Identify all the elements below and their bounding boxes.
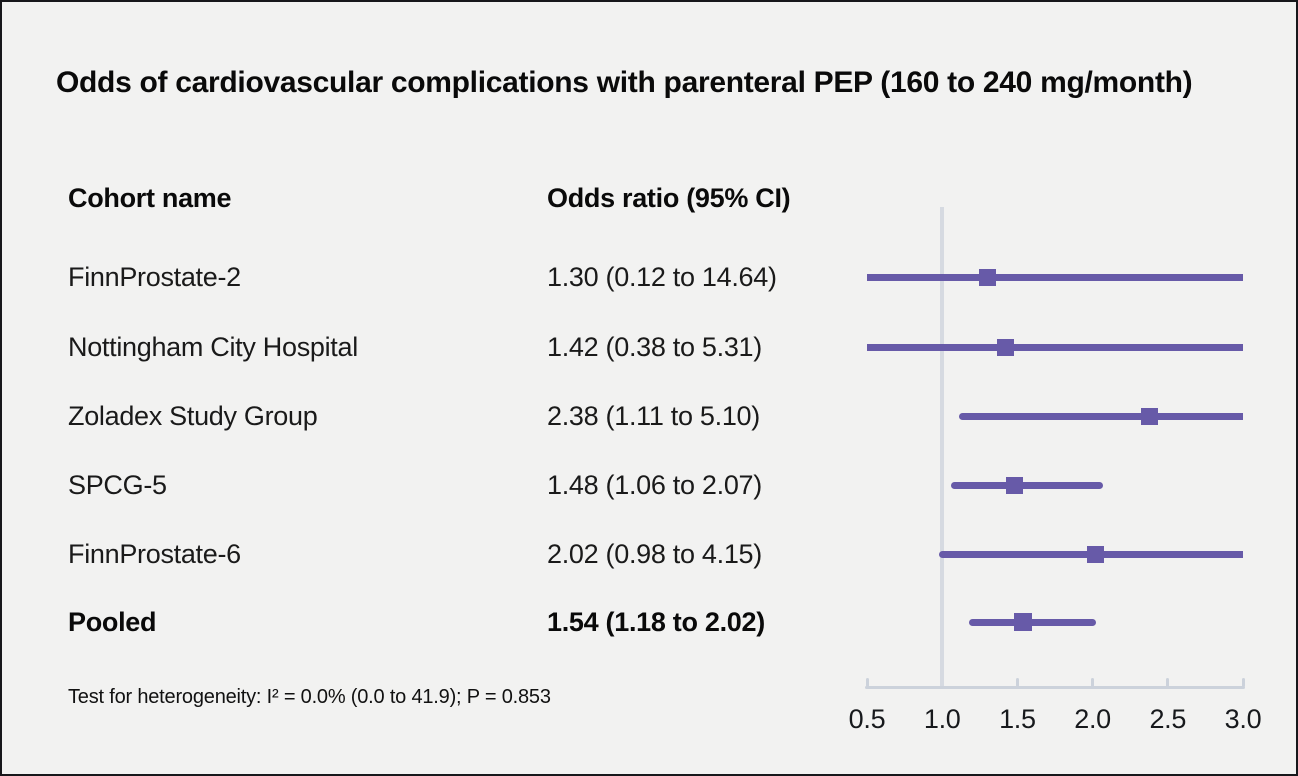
x-axis-tick-label: 1.5 [999,704,1036,734]
study-odds-ratio-value: 1.48 (1.06 to 2.07) [547,470,762,500]
study-odds-ratio-value: 2.38 (1.11 to 5.10) [547,401,760,431]
pooled-estimate-marker [1014,613,1033,631]
x-axis-tick [1015,678,1019,687]
study-name: Zoladex Study Group [68,401,318,431]
x-axis-tick [1091,678,1095,687]
study-odds-ratio-value: 1.42 (0.38 to 5.31) [547,332,762,362]
pooled-ci-line [969,618,1096,626]
x-axis-tick-label: 3.0 [1224,704,1262,734]
column-header-cohort-name: Cohort name [68,183,232,213]
study-name: FinnProstate-6 [68,539,241,569]
chart-title: Odds of cardiovascular complications wit… [56,66,1193,99]
point-estimate-marker [996,338,1014,356]
ci-line [867,273,1243,281]
study-name: SPCG-5 [68,470,167,500]
heterogeneity-footnote: Test for heterogeneity: I² = 0.0% (0.0 t… [68,686,551,708]
point-estimate-marker [1141,407,1159,425]
x-axis-tick [1241,678,1245,687]
ci-line [958,412,1243,420]
ci-line [951,481,1104,489]
x-axis-tick-label: 2.5 [1149,704,1187,734]
x-axis-tick-label: 2.0 [1074,704,1111,734]
point-estimate-marker [978,268,996,286]
study-odds-ratio-value: 2.02 (0.98 to 4.15) [547,539,762,569]
x-axis-tick [865,678,869,687]
point-estimate-marker [1005,476,1023,494]
point-estimate-marker [1087,545,1105,563]
x-axis-tick [1166,678,1170,687]
pooled-odds-ratio-value: 1.54 (1.18 to 2.02) [547,607,765,637]
reference-line-1 [940,207,945,689]
column-header-odds-ratio: Odds ratio (95% CI) [547,183,791,213]
study-odds-ratio-value: 1.30 (0.12 to 14.64) [547,262,777,292]
pooled-row-label: Pooled [68,607,157,637]
study-name: FinnProstate-2 [68,262,241,292]
x-axis-tick-label: 0.5 [848,704,886,734]
x-axis-line [865,686,1245,689]
x-axis-tick-label: 1.0 [923,704,961,734]
ci-line [867,343,1243,351]
study-name: Nottingham City Hospital [68,332,358,362]
